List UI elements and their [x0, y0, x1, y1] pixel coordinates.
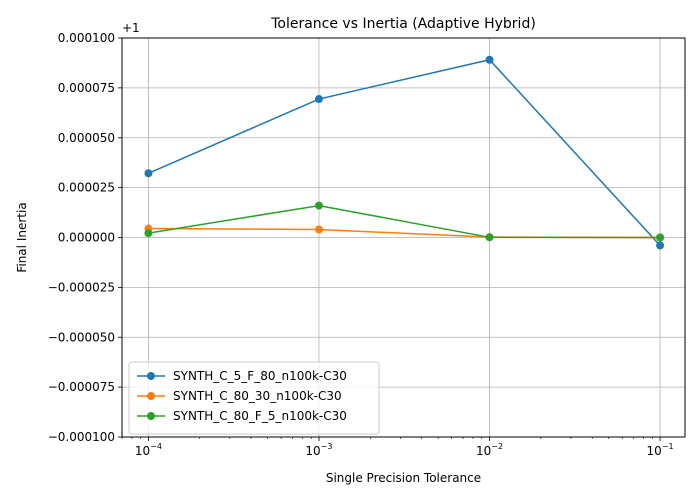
y-tick-label: −0.000025 — [48, 280, 115, 294]
legend-box — [128, 361, 380, 435]
data-point — [485, 233, 494, 242]
series-3 — [144, 201, 665, 242]
data-point — [144, 229, 153, 238]
data-point — [485, 55, 494, 64]
y-axis: 0.000100 0.000075 0.000050 0.000025 0.000000… — [48, 31, 122, 444]
x-tick-label: 10−4 — [135, 442, 162, 458]
y-tick-label: 0.000050 — [58, 131, 115, 145]
series-layer — [144, 55, 665, 250]
legend-item: SYNTH_C_5_F_80_n100k-C30 — [137, 369, 347, 383]
data-point — [314, 225, 323, 234]
x-axis-label: Single Precision Tolerance — [326, 471, 481, 485]
data-point — [656, 241, 665, 250]
series-line — [148, 58, 661, 246]
y-tick-label: 0.000000 — [58, 231, 115, 245]
x-tick-label: 10−3 — [305, 442, 332, 458]
legend-swatch-marker — [147, 412, 155, 420]
y-tick-label: 0.000100 — [58, 31, 115, 45]
series-line — [148, 204, 661, 239]
series-line — [148, 227, 661, 239]
data-point — [144, 169, 153, 178]
y-tick-label: −0.000075 — [48, 380, 115, 394]
legend-label: SYNTH_C_5_F_80_n100k-C30 — [173, 369, 347, 383]
x-axis: 10−4 10−3 10−2 10−1 — [121, 437, 674, 458]
legend: SYNTH_C_5_F_80_n100k-C30 SYNTH_C_80_30_n1… — [128, 361, 380, 435]
legend-swatch-marker — [147, 392, 155, 400]
data-point — [314, 201, 323, 210]
chart-title: Tolerance vs Inertia (Adaptive Hybrid) — [270, 16, 536, 32]
data-point — [656, 233, 665, 242]
y-offset-label: +1 — [122, 21, 140, 35]
legend-swatch-marker — [147, 372, 155, 380]
y-tick-label: −0.000100 — [48, 430, 115, 444]
legend-item: SYNTH_C_80_30_n100k-C30 — [137, 389, 342, 403]
y-tick-label: −0.000050 — [48, 330, 115, 344]
series-2 — [144, 224, 665, 242]
legend-item: SYNTH_C_80_F_5_n100k-C30 — [137, 409, 347, 423]
data-point — [314, 95, 323, 104]
y-axis-label: Final Inertia — [15, 202, 29, 272]
y-tick-label: 0.000075 — [58, 81, 115, 95]
x-tick-label: 10−1 — [647, 442, 674, 458]
y-tick-label: 0.000025 — [58, 181, 115, 195]
legend-label: SYNTH_C_80_F_5_n100k-C30 — [173, 409, 347, 423]
series-1 — [144, 55, 665, 250]
legend-label: SYNTH_C_80_30_n100k-C30 — [173, 389, 342, 403]
x-tick-label: 10−2 — [476, 442, 503, 458]
